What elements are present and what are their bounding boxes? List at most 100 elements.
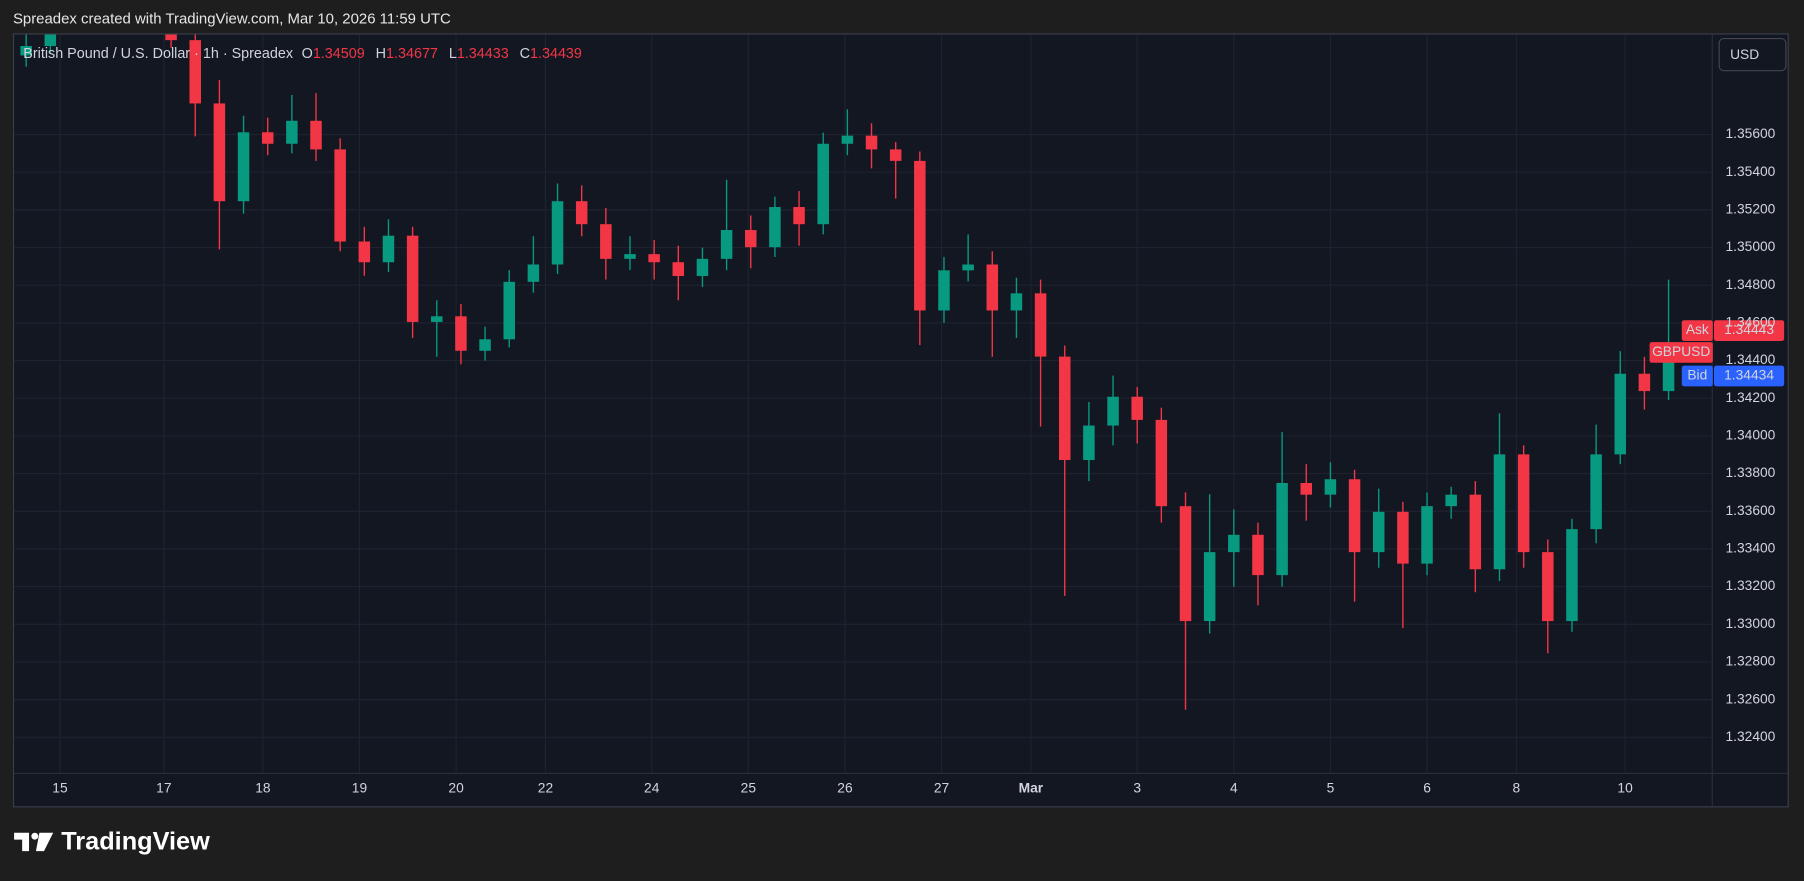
candle-body <box>1203 552 1216 622</box>
x-tick-label: 18 <box>255 781 271 796</box>
y-tick-label: 1.35400 <box>1725 164 1775 179</box>
tag-value: 1.34443 <box>1724 322 1774 337</box>
tag-value-box <box>1713 320 1785 341</box>
symbol-box <box>1649 342 1713 363</box>
candle-body <box>165 34 177 41</box>
candle-body <box>527 264 540 282</box>
x-tick-label: 10 <box>1617 781 1633 796</box>
candle-body <box>431 316 443 322</box>
candle-body <box>1276 482 1288 576</box>
y-tick-label: 1.35200 <box>1725 202 1775 217</box>
legend-value: 1.34433 <box>457 46 509 62</box>
x-tick-label: 6 <box>1423 781 1431 796</box>
candle-body <box>1469 494 1482 570</box>
candle-body <box>1397 511 1409 564</box>
candle-body <box>1372 511 1385 553</box>
y-tick-label: 1.33400 <box>1725 541 1775 556</box>
candle-body <box>1010 293 1023 311</box>
x-tick-label: 19 <box>352 781 368 796</box>
symbol-label: GBPUSD <box>1652 344 1710 359</box>
candle-body <box>1517 454 1530 553</box>
candle-body <box>44 34 57 46</box>
candle-body <box>865 135 878 150</box>
y-tick-label: 1.34400 <box>1725 352 1775 367</box>
candle-body <box>1638 373 1651 392</box>
chart-frame <box>12 33 1789 808</box>
x-tick-label: Mar <box>1019 781 1044 796</box>
tag-value: 1.34434 <box>1724 368 1774 383</box>
candle-body <box>358 241 371 263</box>
candle-body <box>938 270 950 311</box>
candle-body <box>455 316 467 351</box>
candle-body <box>334 149 346 242</box>
x-tick-label: 3 <box>1133 781 1141 796</box>
candle-body <box>986 264 999 311</box>
x-tick-label: 24 <box>644 781 660 796</box>
candle-body <box>1348 479 1361 553</box>
candle-body <box>479 339 491 351</box>
candle-body <box>1252 534 1264 576</box>
candle-body <box>575 201 588 225</box>
logo-text: TradingView <box>61 828 210 856</box>
legend-value: 1.34509 <box>313 46 365 62</box>
candle-body <box>1324 479 1337 495</box>
candle-body <box>1542 552 1554 622</box>
candle-body <box>841 135 854 144</box>
y-tick-label: 1.35600 <box>1725 126 1775 141</box>
candle-body <box>1590 454 1602 530</box>
y-tick-label: 1.33800 <box>1725 465 1775 480</box>
logo-icon <box>31 832 39 840</box>
x-tick-label: 4 <box>1230 781 1238 796</box>
logo-icon <box>35 832 54 852</box>
candle-body <box>1566 529 1578 622</box>
candle-body <box>1614 373 1627 455</box>
candle-body <box>745 230 757 248</box>
price-tags: GBPUSD Ask 1.34443 Bid 1.34434 <box>1649 320 1785 387</box>
legend: British Pound / U.S. Dollar · 1h · Sprea… <box>23 46 582 62</box>
x-tick-label: 20 <box>448 781 464 796</box>
tag-label-box <box>1681 320 1713 341</box>
candle-body <box>1155 419 1168 507</box>
y-tick-label: 1.34600 <box>1725 315 1775 330</box>
y-tick-label: 1.35000 <box>1725 239 1775 254</box>
candle-body <box>720 230 733 259</box>
legend-key: C <box>520 46 530 62</box>
candle-body <box>696 258 709 276</box>
candle-body <box>1034 293 1047 357</box>
legend-title: British Pound / U.S. Dollar · 1h · Sprea… <box>23 46 294 62</box>
currency-label[interactable]: USD <box>1730 47 1759 62</box>
y-tick-label: 1.34800 <box>1725 277 1775 292</box>
candle-body <box>1179 506 1192 622</box>
tag-label-box <box>1681 365 1713 387</box>
candle-body <box>1445 494 1457 507</box>
candle-body <box>672 262 685 276</box>
candle-body <box>769 207 781 248</box>
currency-button[interactable] <box>1718 37 1787 72</box>
candle-body <box>914 160 926 311</box>
candle-body <box>600 224 612 259</box>
y-tick-label: 1.33600 <box>1725 503 1775 518</box>
y-tick-label: 1.32800 <box>1725 654 1775 669</box>
tag-label: Bid <box>1687 368 1707 383</box>
candle-body <box>382 235 395 263</box>
candle-body <box>1662 353 1675 392</box>
candle-body <box>551 201 564 265</box>
candle-body <box>213 103 226 202</box>
x-tick-label: 22 <box>538 781 553 796</box>
x-tick-label: 5 <box>1327 781 1335 796</box>
y-tick-label: 1.32600 <box>1725 691 1775 706</box>
candle-body <box>1131 396 1143 420</box>
logo-icon <box>14 832 30 852</box>
candle-body <box>1421 506 1433 564</box>
candle-body <box>1058 356 1071 461</box>
x-tick-label: 15 <box>52 781 68 796</box>
candle-body <box>1493 454 1506 570</box>
candle-body <box>793 207 805 225</box>
candle-body <box>889 149 902 161</box>
y-tick-label: 1.34000 <box>1725 428 1775 443</box>
legend-value: 1.34439 <box>530 46 582 62</box>
y-tick-label: 1.32400 <box>1725 729 1775 744</box>
x-tick-label: 26 <box>837 781 853 796</box>
tag-value-box <box>1713 365 1785 387</box>
